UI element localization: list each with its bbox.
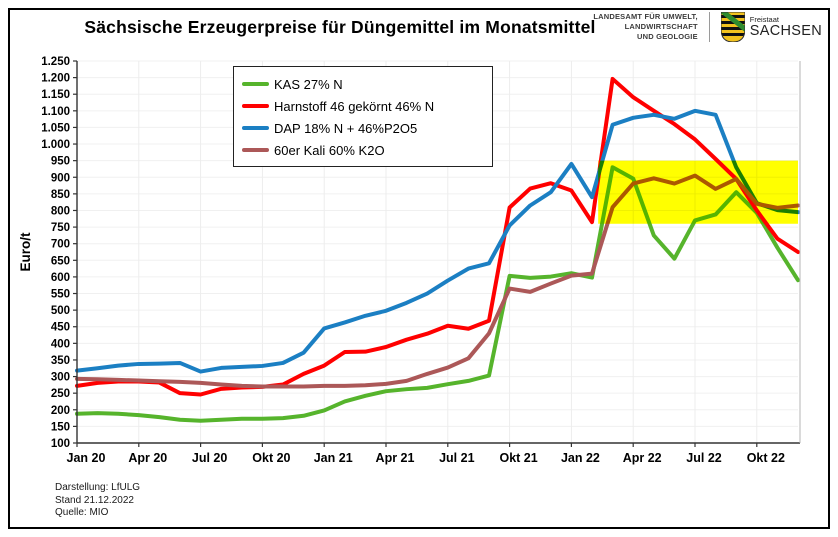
saxony-coat-of-arms: Freistaat SACHSEN — [720, 12, 822, 42]
chart-footnotes: Darstellung: LfULG Stand 21.12.2022 Quel… — [55, 482, 140, 520]
page-title: Sächsische Erzeugerpreise für Düngemitte… — [84, 17, 596, 37]
y-tick-label: 300 — [51, 372, 70, 384]
kas-line-swatch — [242, 82, 269, 86]
freistaat-sachsen-label: Freistaat SACHSEN — [749, 14, 822, 39]
dap-line-swatch — [242, 126, 269, 130]
footnote-stand: Stand 21.12.2022 — [55, 494, 134, 506]
y-tick-label: 200 — [51, 405, 70, 417]
legend-label: DAP 18% N + 46%P2O5 — [274, 120, 418, 136]
y-tick-label: 500 — [51, 305, 70, 317]
series-line-harnstoff — [75, 76, 800, 397]
x-tick-label: Jan 21 — [314, 451, 353, 465]
agency-name: LANDESAMT FÜR UMWELT, LANDWIRTSCHAFT UND… — [593, 12, 697, 42]
series-line-dap — [75, 108, 800, 374]
y-tick-label: 600 — [51, 272, 70, 284]
legend-item-harnstoff: Harnstoff 46 gekörnt 46% N — [242, 95, 482, 117]
y-tick-label: 700 — [51, 239, 70, 251]
y-tick-label: 1.000 — [41, 139, 70, 151]
legend-item-dap: DAP 18% N + 46%P2O5 — [242, 117, 482, 139]
y-tick-label: 550 — [51, 289, 70, 301]
legend-label: 60er Kali 60% K2O — [274, 142, 385, 158]
x-tick-label: Okt 21 — [499, 451, 537, 465]
y-tick-label: 350 — [51, 355, 70, 367]
x-tick-label: Jan 20 — [67, 451, 106, 465]
series-line-kas — [75, 165, 800, 423]
x-tick-label: Apr 20 — [128, 451, 167, 465]
footnote-darstellung: Darstellung: LfULG — [55, 482, 141, 493]
saxony-shield-icon — [720, 12, 745, 42]
outer-border — [8, 8, 830, 529]
y-tick-label: 1.250 — [41, 56, 70, 68]
y-tick-label: 1.100 — [41, 106, 70, 118]
chart-legend: KAS 27% N Harnstoff 46 gekörnt 46% N DAP… — [233, 66, 493, 167]
y-tick-label: 150 — [51, 421, 70, 433]
y-tick-label: 800 — [51, 205, 70, 217]
y-tick-label: 1.150 — [41, 89, 70, 101]
y-tick-label: 750 — [51, 222, 70, 234]
lfulg-logo: LANDESAMT FÜR UMWELT, LANDWIRTSCHAFT UND… — [593, 12, 822, 42]
x-tick-label: Apr 22 — [623, 451, 662, 465]
agency-line-3: UND GEOLOGIE — [637, 32, 698, 41]
legend-label: KAS 27% N — [274, 76, 343, 92]
y-tick-label: 950 — [51, 156, 70, 168]
y-tick-label: 250 — [51, 388, 70, 400]
y-tick-label: 850 — [51, 189, 70, 201]
logo-divider — [708, 12, 710, 42]
legend-item-kas: KAS 27% N — [242, 73, 482, 95]
agency-line-1: LANDESAMT FÜR UMWELT, — [593, 12, 698, 21]
y-tick-label: 650 — [51, 255, 70, 267]
agency-line-2: LANDWIRTSCHAFT — [624, 22, 698, 31]
x-tick-label: Okt 22 — [747, 451, 785, 465]
y-tick-label: 1.050 — [41, 122, 70, 134]
sachsen-label: SACHSEN — [749, 22, 822, 39]
kali-line-swatch — [242, 148, 269, 152]
y-axis-title: Euro/t — [18, 232, 33, 272]
x-tick-label: Apr 21 — [376, 451, 415, 465]
y-tick-label: 400 — [51, 338, 70, 350]
y-tick-label: 900 — [51, 172, 70, 184]
x-tick-label: Jul 21 — [439, 451, 474, 465]
x-tick-label: Jan 22 — [561, 451, 600, 465]
harnstoff-line-swatch — [242, 104, 269, 108]
legend-label: Harnstoff 46 gekörnt 46% N — [274, 98, 435, 114]
x-tick-label: Jul 22 — [686, 451, 721, 465]
y-tick-label: 1.200 — [41, 73, 70, 85]
x-tick-label: Okt 20 — [252, 451, 290, 465]
y-tick-label: 450 — [51, 322, 70, 334]
x-tick-label: Jul 20 — [192, 451, 227, 465]
highlight-band — [598, 160, 798, 224]
y-tick-label: 100 — [51, 438, 70, 450]
freistaat-label: Freistaat — [749, 14, 779, 24]
footnote-quelle: Quelle: MIO — [55, 507, 109, 518]
legend-item-kali: 60er Kali 60% K2O — [242, 139, 482, 161]
